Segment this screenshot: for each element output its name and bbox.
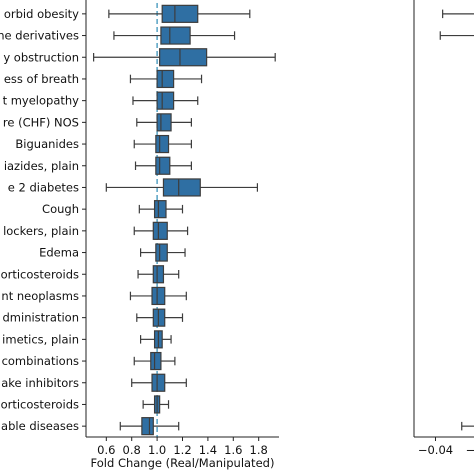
box — [160, 26, 191, 45]
box — [156, 113, 172, 132]
box-row-0 — [108, 4, 251, 23]
box-row-6 — [133, 134, 192, 154]
box-row-15 — [139, 330, 172, 349]
panel2-x-tick-label: −0.02 — [466, 443, 474, 457]
x-axis-title: Fold Change (Real/Manipulated) — [91, 456, 275, 470]
category-label: lockers, plain — [3, 224, 79, 238]
category-label: Biguanides — [15, 137, 79, 151]
category-label: ake inhibitors — [1, 376, 79, 390]
category-label: combinations — [2, 354, 79, 368]
box — [153, 200, 167, 219]
x-tick-label: 1.4 — [199, 443, 217, 457]
category-label: nt neoplasms — [1, 289, 79, 303]
box — [151, 286, 166, 306]
x-tick-label: 1.0 — [148, 443, 166, 457]
box-row-5 — [136, 113, 192, 132]
x-tick-label: 1.6 — [224, 443, 242, 457]
x-tick-label: 0.8 — [123, 443, 141, 457]
box — [156, 69, 175, 89]
box — [162, 178, 201, 197]
panel2-x-tick-label: −0.04 — [418, 443, 453, 457]
category-label: orticosteroids — [1, 267, 79, 281]
box-row-13 — [129, 286, 187, 306]
category-label: imetics, plain — [2, 332, 79, 346]
box-row-1 — [113, 26, 236, 45]
box-row-17 — [131, 373, 187, 392]
box — [152, 265, 165, 284]
box-row-8 — [105, 178, 259, 197]
box-row-4 — [132, 91, 199, 110]
category-label: iazides, plain — [4, 159, 79, 173]
box-row-7 — [134, 156, 192, 175]
category-label: able diseases — [1, 419, 79, 433]
box-row-2 — [93, 48, 276, 67]
box-row-11 — [139, 243, 186, 262]
box-row-14 — [136, 308, 184, 327]
x-tick-label: 1.8 — [250, 443, 268, 457]
category-label: orticosteroids — [1, 397, 79, 411]
box-row-19 — [119, 417, 180, 436]
box — [152, 221, 168, 240]
box — [150, 351, 162, 371]
box — [155, 134, 170, 154]
box — [155, 243, 168, 262]
category-label: re (CHF) NOS — [3, 115, 79, 129]
category-label: ess of breath — [4, 72, 79, 86]
category-label: Edema — [39, 246, 79, 260]
x-tick-label: 0.6 — [97, 443, 115, 457]
box — [156, 91, 175, 110]
box-row-18 — [142, 395, 170, 414]
box — [141, 417, 154, 436]
category-label: t myelopathy — [3, 94, 80, 108]
box-row-12 — [137, 265, 180, 284]
category-label: ne derivatives — [0, 29, 79, 43]
box-row-9 — [138, 200, 184, 219]
category-label: y obstruction — [3, 50, 79, 64]
category-label: e 2 diabetes — [8, 180, 79, 194]
box — [151, 373, 166, 392]
category-label: Cough — [42, 202, 79, 216]
box-row-3 — [129, 69, 203, 89]
category-label: orbid obesity — [4, 7, 79, 21]
box — [155, 156, 171, 175]
box — [161, 4, 199, 23]
x-tick-label: 1.2 — [173, 443, 191, 457]
box — [159, 48, 208, 67]
box-row-16 — [133, 351, 176, 371]
box — [152, 308, 166, 327]
box-row-10 — [133, 221, 189, 240]
category-label: dministration — [3, 311, 80, 325]
